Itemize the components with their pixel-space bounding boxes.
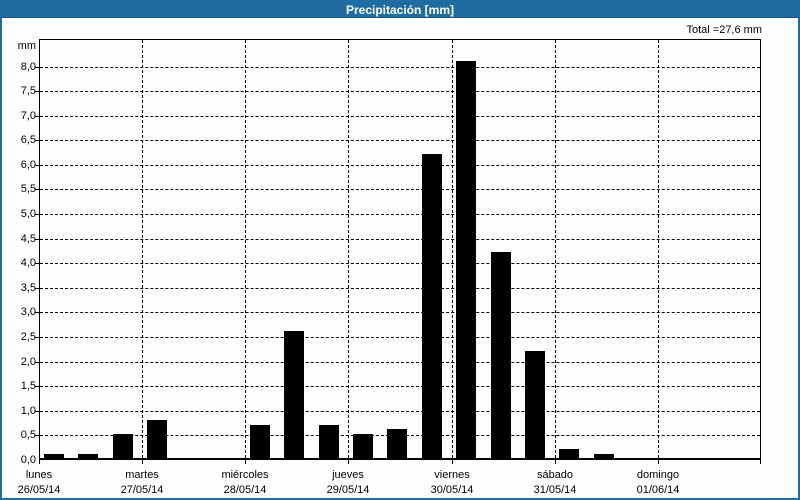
x-tick-mark (452, 459, 453, 464)
x-day-label: jueves (332, 469, 364, 481)
x-day-label: viernes (434, 469, 470, 481)
y-tick-mark (35, 337, 39, 338)
h-gridline (40, 140, 760, 141)
y-tick-label: 3,0 (20, 306, 36, 318)
x-tick-mark (658, 459, 659, 464)
h-gridline (40, 67, 760, 68)
y-tick-mark (35, 214, 39, 215)
y-tick-label: 4,5 (20, 233, 36, 245)
h-gridline (40, 411, 760, 412)
y-tick-label: 8,0 (20, 61, 36, 73)
y-tick-label: 4,0 (20, 257, 36, 269)
y-tick-mark (35, 239, 39, 240)
x-axis-line (39, 458, 761, 460)
precip-bar (113, 434, 133, 459)
x-date-label: 30/05/14 (430, 484, 474, 496)
y-tick-label: 7,5 (20, 85, 36, 97)
y-tick-label: 2,0 (20, 356, 36, 368)
h-gridline (40, 288, 760, 289)
x-tick-mark (555, 459, 556, 464)
total-label: Total =27,6 mm (686, 24, 762, 36)
y-tick-mark (35, 386, 39, 387)
y-tick-label: 1,0 (20, 405, 36, 417)
precip-bar (319, 425, 339, 459)
precip-bar (44, 454, 64, 459)
y-tick-label: 0,5 (20, 429, 36, 441)
precip-bar (78, 454, 98, 459)
precip-bar (422, 154, 442, 459)
y-tick-mark (35, 411, 39, 412)
precip-bar (559, 449, 579, 459)
x-date-label: 31/05/14 (533, 484, 577, 496)
y-tick-label: 2,5 (20, 331, 36, 343)
h-gridline (40, 263, 760, 264)
precip-bar (353, 434, 373, 459)
window-title: Precipitación [mm] (345, 3, 455, 17)
y-tick-label: 6,5 (20, 134, 36, 146)
y-tick-mark (35, 140, 39, 141)
x-date-label: 29/05/14 (326, 484, 370, 496)
x-day-label: lunes (25, 469, 53, 481)
x-tick-mark (142, 459, 143, 464)
y-tick-mark (35, 165, 39, 166)
y-tick-mark (35, 67, 39, 68)
y-tick-label: 5,0 (20, 208, 36, 220)
x-day-label: miércoles (221, 469, 269, 481)
x-date-label: 26/05/14 (17, 484, 61, 496)
y-tick-mark (35, 288, 39, 289)
v-gridline (555, 40, 556, 458)
h-gridline (40, 214, 760, 215)
h-gridline (40, 239, 760, 240)
y-tick-mark (35, 435, 39, 436)
precip-bar (147, 420, 167, 459)
x-tick-mark (39, 459, 40, 464)
y-tick-mark (35, 189, 39, 190)
precip-bar (387, 429, 407, 459)
x-day-label: sábado (536, 469, 574, 481)
v-gridline (142, 40, 143, 458)
y-tick-mark (35, 116, 39, 117)
y-tick-label: 6,0 (20, 159, 36, 171)
y-tick-label: 1,5 (20, 380, 36, 392)
chart-canvas: Total =27,6 mm mm 0,0 0,5 1,0 1,5 2,0 2,5 3,0 3… (2, 18, 798, 498)
precip-bar (491, 252, 511, 459)
h-gridline (40, 116, 760, 117)
v-gridline (452, 40, 453, 458)
h-gridline (40, 337, 760, 338)
x-date-label: 01/06/14 (636, 484, 680, 496)
y-tick-mark (35, 362, 39, 363)
y-tick-label: 5,5 (20, 183, 36, 195)
plot-area (39, 39, 761, 460)
h-gridline (40, 312, 760, 313)
x-day-label: martes (125, 469, 159, 481)
h-gridline (40, 386, 760, 387)
window-title-bar: Precipitación [mm] (2, 2, 798, 18)
x-tick-mark (348, 459, 349, 464)
precip-bar (456, 61, 476, 459)
h-gridline (40, 165, 760, 166)
x-tick-mark (760, 459, 761, 464)
v-gridline (658, 40, 659, 458)
precip-bar (250, 425, 270, 459)
h-gridline (40, 362, 760, 363)
y-axis-unit-label: mm (17, 40, 36, 52)
x-tick-mark (245, 459, 246, 464)
y-tick-label: 0,0 (20, 454, 36, 466)
y-tick-mark (35, 312, 39, 313)
x-day-label: domingo (636, 469, 680, 481)
x-date-label: 27/05/14 (120, 484, 164, 496)
precip-bar (284, 331, 304, 459)
precip-bar (525, 351, 545, 459)
y-tick-mark (35, 91, 39, 92)
v-gridline (245, 40, 246, 458)
h-gridline (40, 189, 760, 190)
y-tick-mark (35, 263, 39, 264)
h-gridline (40, 91, 760, 92)
v-gridline (348, 40, 349, 458)
x-date-label: 28/05/14 (223, 484, 267, 496)
y-tick-label: 3,5 (20, 282, 36, 294)
precip-bar (594, 454, 614, 459)
y-tick-label: 7,0 (20, 110, 36, 122)
